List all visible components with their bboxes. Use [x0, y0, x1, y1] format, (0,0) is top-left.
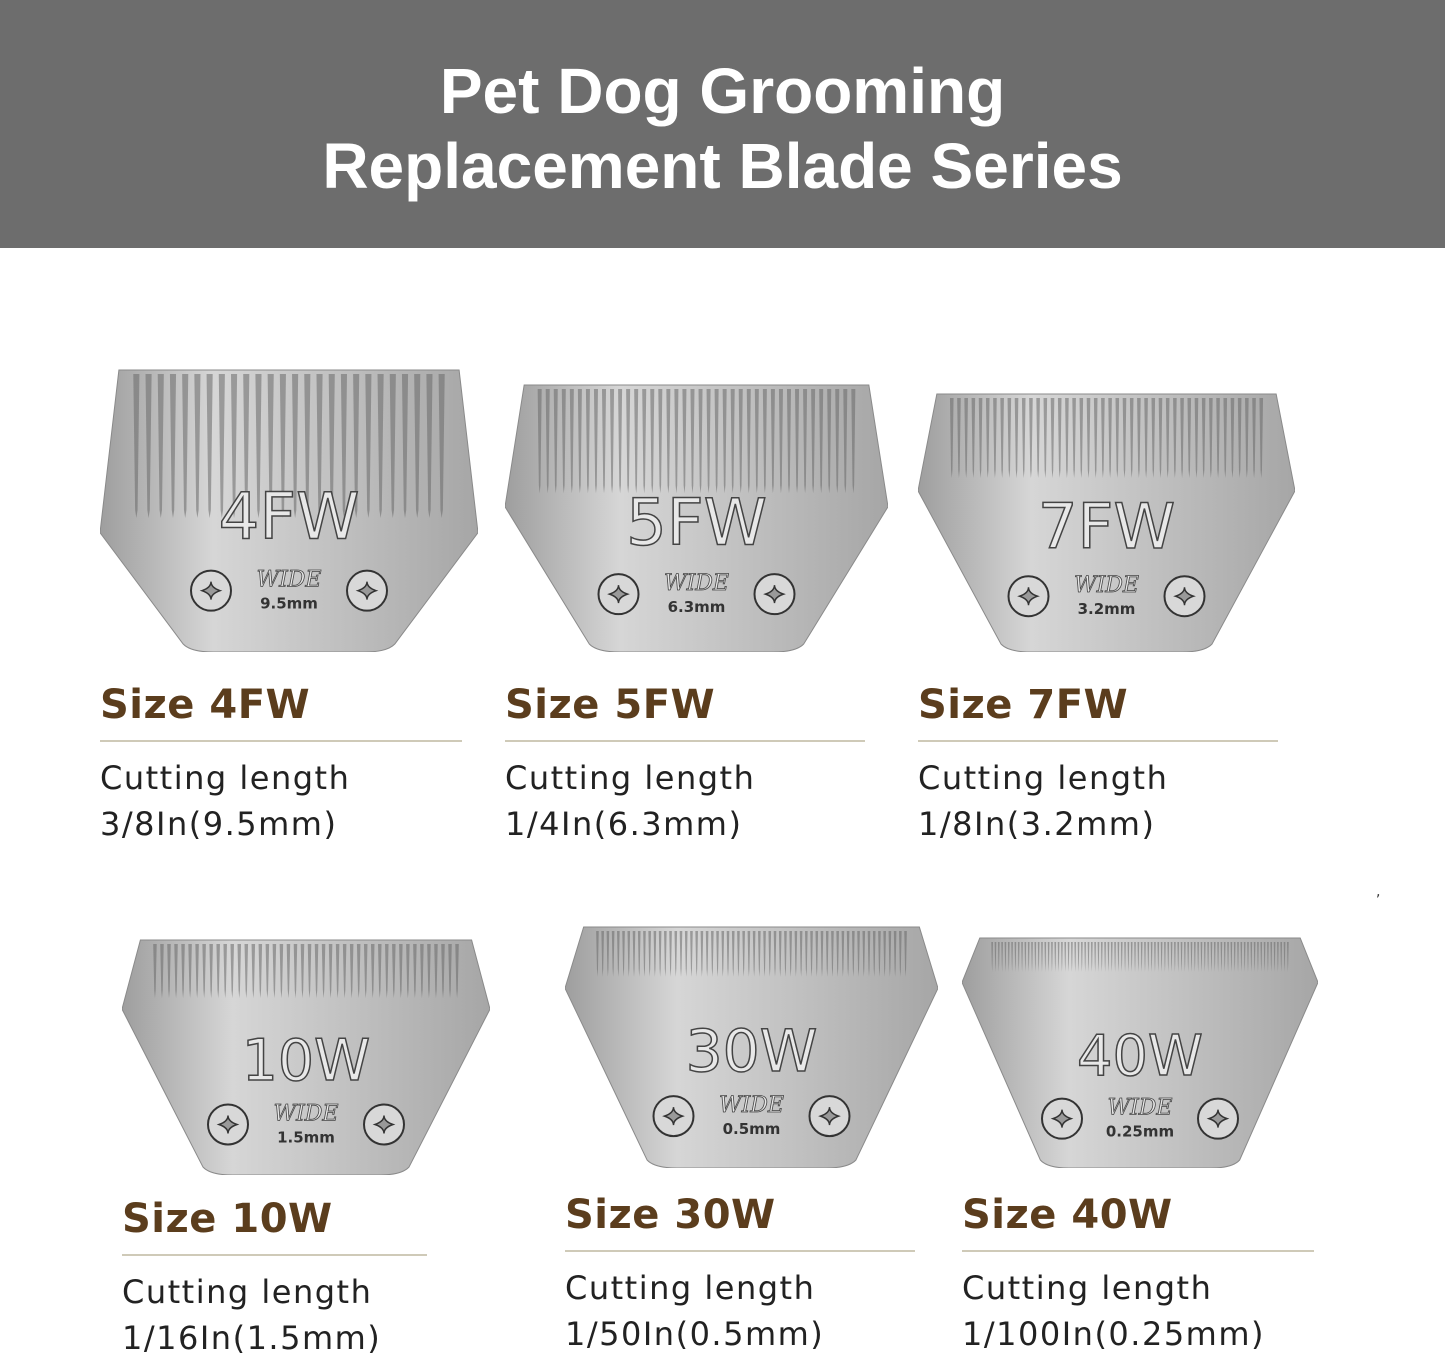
right-screw-icon [753, 573, 796, 616]
blade-teeth [991, 942, 1289, 972]
blade-image: 7FW WIDE 3.2mm [918, 393, 1295, 652]
mm-stamp: 6.3mm [668, 598, 726, 616]
left-screw-icon [190, 569, 232, 612]
size-label: Size 30W [565, 1192, 776, 1238]
wide-stamp: WIDE [719, 1093, 784, 1118]
cutting-length-label: Cutting length [122, 1273, 373, 1311]
blade-teeth [537, 389, 856, 494]
divider [918, 740, 1278, 742]
mm-stamp: 9.5mm [260, 595, 318, 613]
divider [505, 740, 865, 742]
blade-code-stamp: 30W [686, 1017, 818, 1085]
blade-image: 4FW WIDE 9.5mm [100, 369, 478, 652]
divider [100, 740, 462, 742]
right-screw-icon [1163, 575, 1206, 618]
right-screw-icon [1197, 1097, 1239, 1140]
wide-stamp: WIDE [1107, 1096, 1172, 1121]
blade-code-stamp: 5FW [626, 486, 767, 560]
cutting-length-label: Cutting length [505, 759, 756, 797]
blade-teeth [949, 398, 1264, 478]
left-screw-icon [652, 1095, 695, 1138]
mm-stamp: 0.5mm [723, 1120, 781, 1138]
cutting-length-value: 1/50In(0.5mm) [565, 1315, 825, 1353]
right-screw-icon [363, 1103, 405, 1146]
blade-image: 10W WIDE 1.5mm [122, 939, 490, 1175]
mm-stamp: 0.25mm [1106, 1123, 1174, 1141]
cutting-length-label: Cutting length [565, 1269, 816, 1307]
cutting-length-value: 1/100In(0.25mm) [962, 1315, 1265, 1353]
cutting-length-value: 1/4In(6.3mm) [505, 805, 743, 843]
divider [962, 1250, 1314, 1252]
cutting-length-label: Cutting length [918, 759, 1169, 797]
title-line-2: Replacement Blade Series [322, 130, 1123, 202]
blade-code-stamp: 7FW [1038, 490, 1175, 563]
cutting-length-value: 3/8In(9.5mm) [100, 805, 338, 843]
header-banner: Pet Dog Grooming Replacement Blade Serie… [0, 0, 1445, 248]
cutting-length-value: 1/8In(3.2mm) [918, 805, 1156, 843]
blade-code-stamp: 40W [1077, 1024, 1203, 1089]
right-screw-icon [808, 1095, 851, 1138]
mm-stamp: 3.2mm [1078, 600, 1136, 618]
left-screw-icon [597, 573, 640, 616]
blade-teeth [153, 944, 459, 999]
blade-code-stamp: 4FW [219, 480, 360, 554]
blade-teeth [133, 374, 445, 518]
blade-image: 30W WIDE 0.5mm [565, 926, 938, 1168]
divider [122, 1254, 427, 1256]
cutting-length-value: 1/16In(1.5mm) [122, 1319, 382, 1357]
cutting-length-label: Cutting length [962, 1269, 1213, 1307]
left-screw-icon [1041, 1097, 1083, 1140]
stray-mark: , [1376, 884, 1381, 900]
title-line-1: Pet Dog Grooming [439, 55, 1006, 127]
blade-image: 40W WIDE 0.25mm [962, 937, 1318, 1168]
mm-stamp: 1.5mm [277, 1128, 335, 1146]
wide-stamp: WIDE [256, 568, 321, 593]
size-label: Size 7FW [918, 682, 1129, 728]
blade-code-stamp: 10W [242, 1028, 371, 1094]
wide-stamp: WIDE [273, 1101, 338, 1126]
left-screw-icon [207, 1103, 249, 1146]
wide-stamp: WIDE [664, 571, 729, 596]
divider [565, 1250, 915, 1252]
wide-stamp: WIDE [1074, 573, 1139, 598]
left-screw-icon [1007, 575, 1050, 618]
size-label: Size 10W [122, 1196, 333, 1242]
blade-teeth [596, 931, 907, 977]
cutting-length-label: Cutting length [100, 759, 351, 797]
blade-image: 5FW WIDE 6.3mm [505, 384, 888, 652]
size-label: Size 4FW [100, 682, 311, 728]
size-label: Size 40W [962, 1192, 1173, 1238]
size-label: Size 5FW [505, 682, 716, 728]
right-screw-icon [346, 569, 388, 612]
